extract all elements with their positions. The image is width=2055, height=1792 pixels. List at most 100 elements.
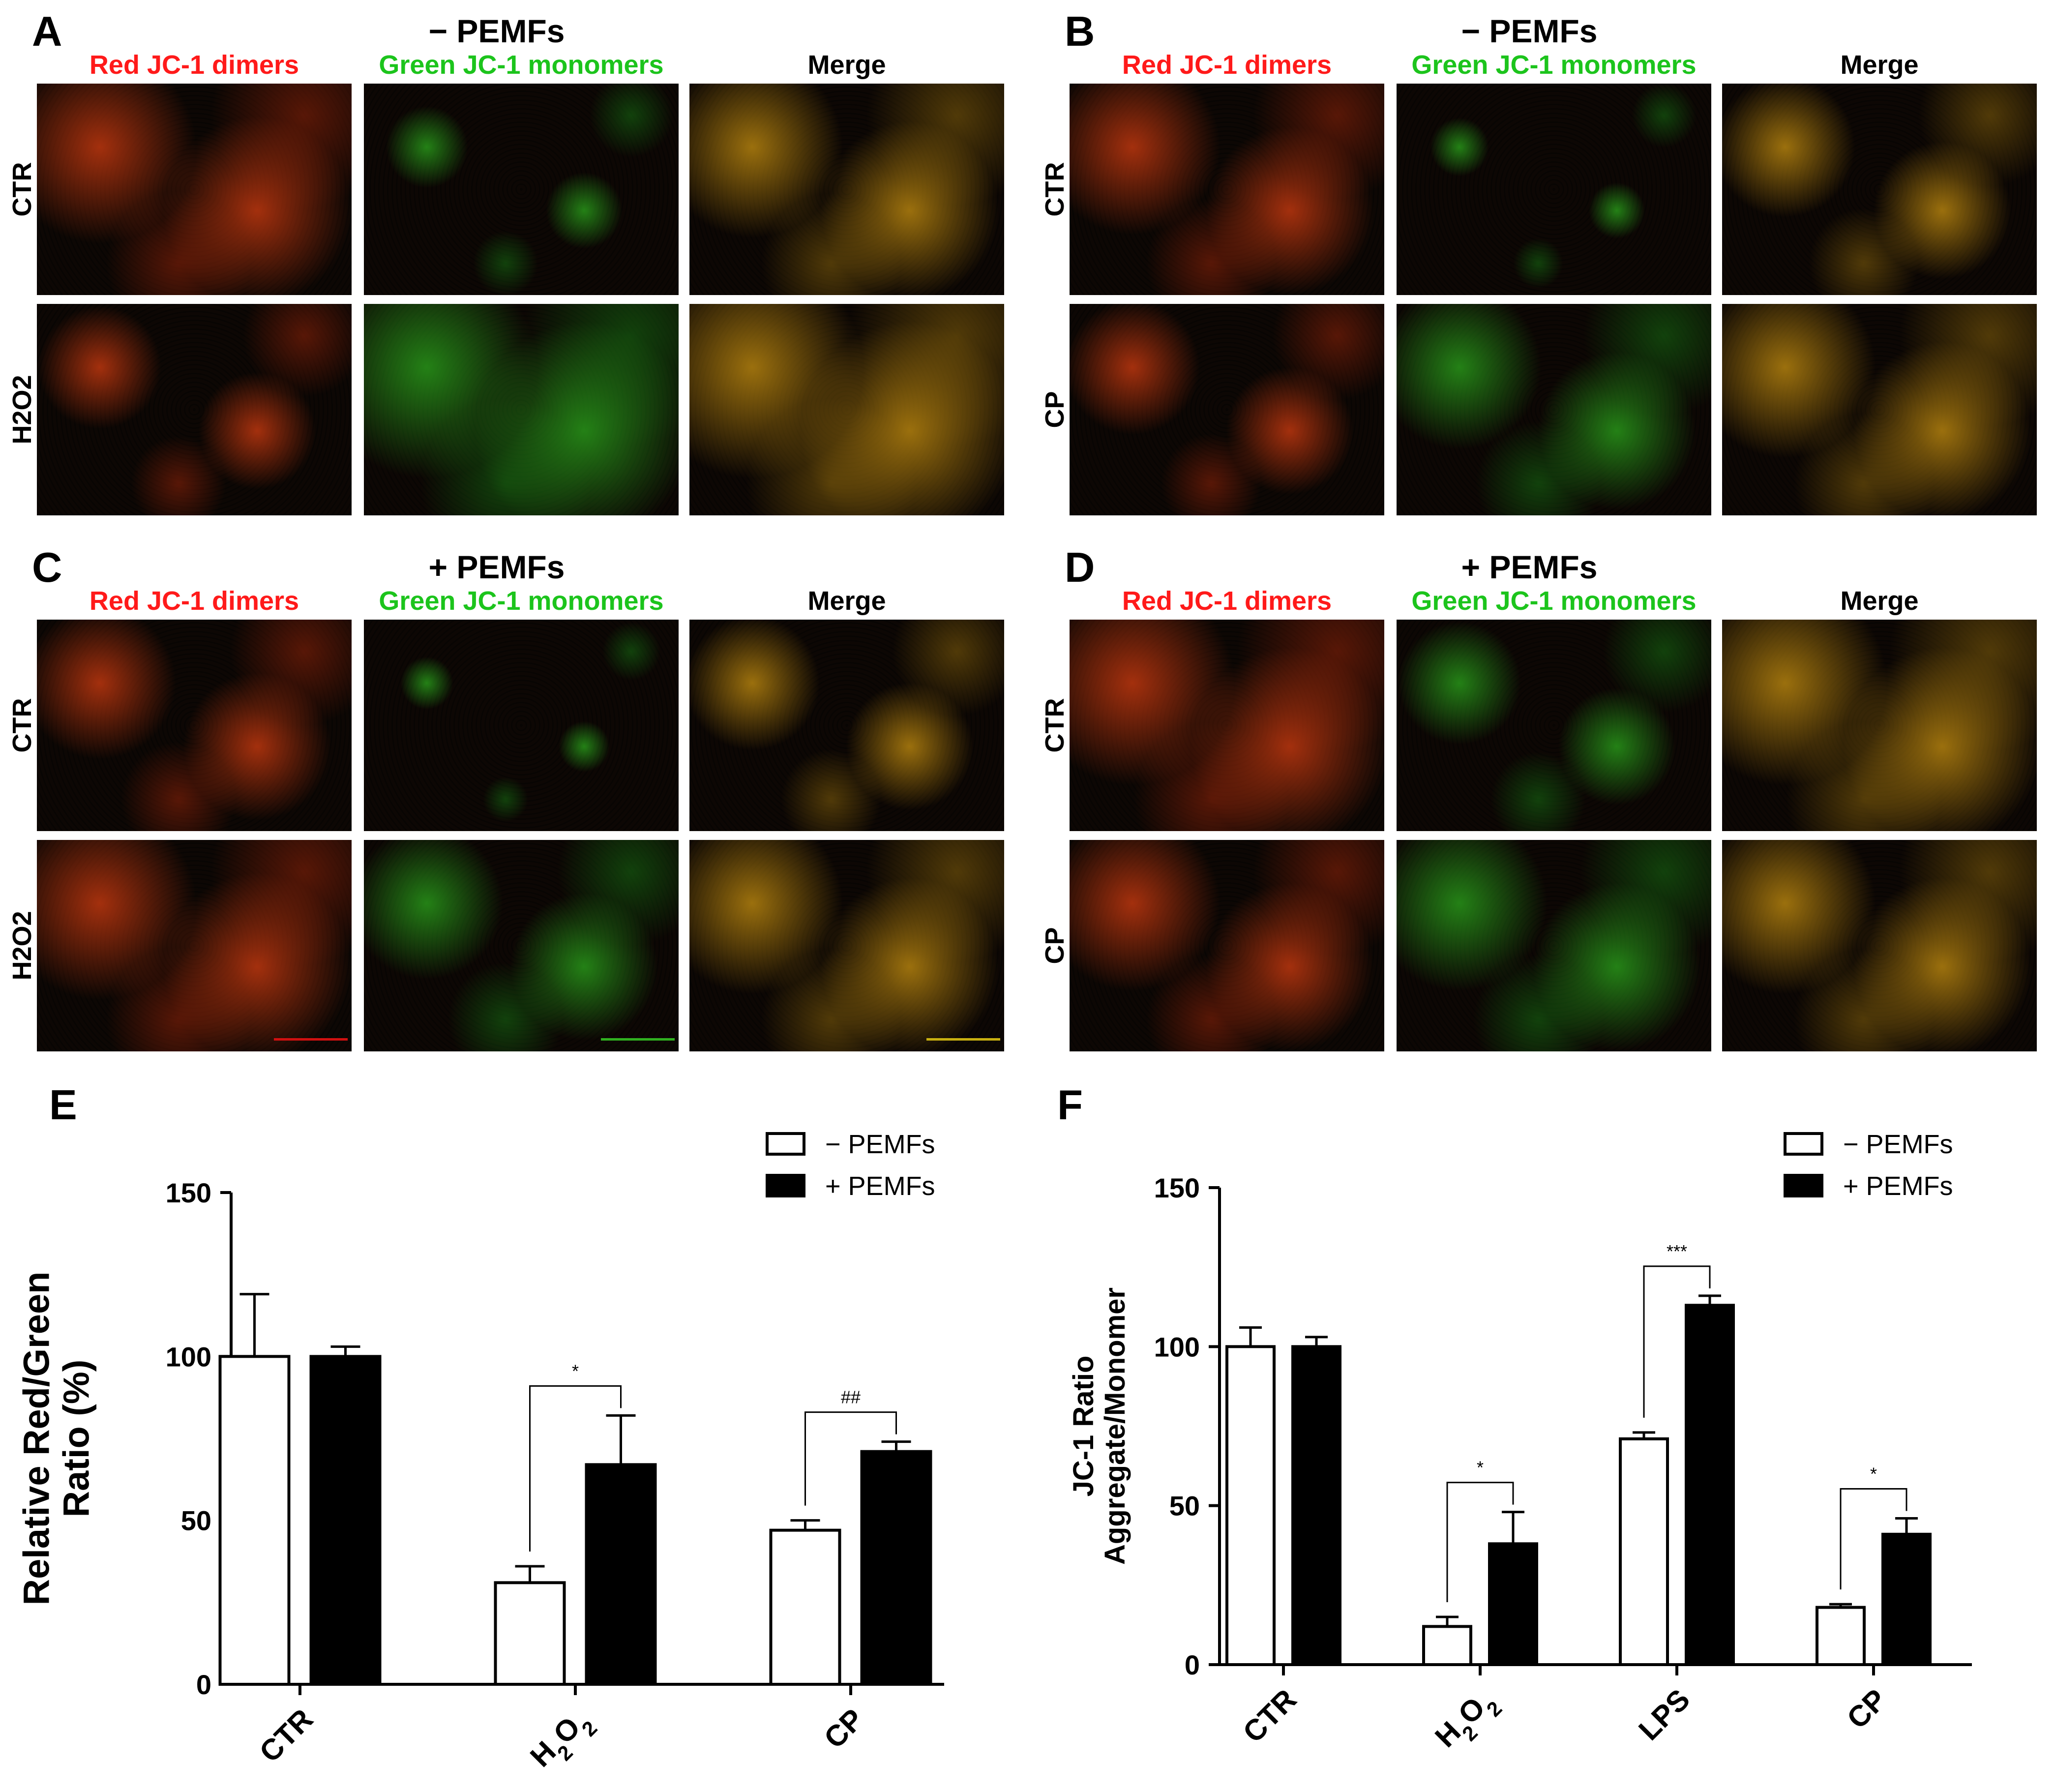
- y-tick-label: 100: [166, 1341, 211, 1372]
- significance-bracket: [529, 1385, 622, 1552]
- y-tick-label: 150: [166, 1177, 211, 1208]
- y-tick-label: 100: [1154, 1331, 1200, 1362]
- channel-label-red: Red JC-1 dimers: [89, 586, 299, 616]
- bar-plus-pemfs-h2o2: [1488, 1542, 1538, 1666]
- legend-swatch-minus-pemfs: [1784, 1132, 1823, 1156]
- micrograph-green-h2o2: [364, 304, 679, 515]
- legend-label-plus-pemfs: + PEMFs: [1843, 1171, 1953, 1201]
- chart-e-relative-red-green-ratio: 0 50 100 150 Relative Red/GreenRatio (%) CTR H…: [16, 1130, 944, 1780]
- bar-plus-pemfs-lps: [1685, 1304, 1735, 1666]
- legend-label-minus-pemfs: − PEMFs: [1843, 1130, 1953, 1159]
- y-tick-label: 0: [196, 1669, 211, 1700]
- micrograph-green-h2o2: [364, 840, 679, 1051]
- row-label-h2o2: H2O2: [7, 911, 37, 981]
- micrograph-green-ctr: [364, 84, 679, 295]
- panel-letter-f: F: [1057, 1082, 1083, 1129]
- bar-plus-pemfs-cp: [860, 1450, 932, 1686]
- condition-title: + PEMFs: [428, 549, 565, 585]
- micrograph-red-ctr: [1070, 84, 1384, 295]
- micrograph-merge-ctr: [1722, 620, 2037, 831]
- bar-plus-pemfs-cp: [1881, 1532, 1932, 1666]
- significance-marker: *: [1870, 1464, 1877, 1484]
- micrograph-merge-cp: [1722, 304, 2037, 515]
- channel-label-red: Red JC-1 dimers: [1122, 50, 1332, 80]
- legend-swatch-minus-pemfs: [766, 1132, 805, 1156]
- significance-bracket: [1840, 1488, 1907, 1590]
- micrograph-red-h2o2: [37, 840, 352, 1051]
- significance-bracket: [804, 1411, 897, 1506]
- panel-letter-d: D: [1065, 544, 1095, 591]
- y-tick-label: 50: [181, 1505, 211, 1536]
- scale-bar: [601, 1038, 675, 1041]
- bar-plus-pemfs-h2o2: [585, 1463, 657, 1686]
- row-label-ctr: CTR: [1040, 162, 1070, 217]
- bar-minus-pemfs-h2o2: [1422, 1625, 1472, 1667]
- condition-title: − PEMFs: [428, 13, 565, 49]
- micrograph-merge-cp: [1722, 840, 2037, 1051]
- channel-label-merge: Merge: [807, 586, 886, 616]
- legend-swatch-plus-pemfs: [766, 1174, 805, 1197]
- channel-label-red: Red JC-1 dimers: [89, 50, 299, 80]
- x-tick-label-lps: LPS: [1632, 1683, 1696, 1747]
- bar-plus-pemfs-ctr: [309, 1355, 382, 1686]
- bar-minus-pemfs-h2o2: [494, 1581, 566, 1686]
- row-label-cp: CP: [1040, 927, 1070, 964]
- y-axis-label: JC-1 RatioAggregate/Monomer: [1068, 1287, 1131, 1565]
- micrograph-merge-ctr: [1722, 84, 2037, 295]
- x-tick-label-cp: CP: [1841, 1683, 1893, 1735]
- bar-minus-pemfs-cp: [1816, 1606, 1866, 1666]
- micrograph-merge-ctr: [689, 620, 1004, 831]
- row-label-ctr: CTR: [7, 698, 37, 753]
- channel-label-green: Green JC-1 monomers: [379, 586, 664, 616]
- micrograph-green-ctr: [1397, 84, 1711, 295]
- bar-plus-pemfs-ctr: [1291, 1345, 1341, 1667]
- channel-label-red: Red JC-1 dimers: [1122, 586, 1332, 616]
- scale-bar: [274, 1038, 348, 1041]
- condition-title: − PEMFs: [1461, 13, 1598, 49]
- micrograph-red-cp: [1070, 304, 1384, 515]
- x-tick-label-ctr: CTR: [1237, 1683, 1303, 1749]
- significance-marker: *: [1477, 1458, 1484, 1478]
- panel-letter-b: B: [1065, 8, 1095, 55]
- channel-label-green: Green JC-1 monomers: [1411, 50, 1697, 80]
- row-label-ctr: CTR: [1040, 698, 1070, 753]
- x-tick-label-ctr: CTR: [253, 1702, 320, 1769]
- channel-label-green: Green JC-1 monomers: [379, 50, 664, 80]
- significance-bracket: [1446, 1482, 1514, 1602]
- y-tick-label: 50: [1169, 1491, 1200, 1522]
- legend-label-plus-pemfs: + PEMFs: [825, 1171, 935, 1201]
- micrograph-red-h2o2: [37, 304, 352, 515]
- channel-label-green: Green JC-1 monomers: [1411, 586, 1697, 616]
- legend-label-minus-pemfs: − PEMFs: [825, 1130, 935, 1159]
- significance-marker: ##: [841, 1387, 861, 1407]
- panel-letter-a: A: [32, 8, 62, 55]
- significance-marker: *: [572, 1361, 579, 1381]
- bar-minus-pemfs-ctr: [1225, 1345, 1276, 1667]
- significance-marker: ***: [1667, 1241, 1687, 1261]
- micrograph-green-cp: [1397, 840, 1711, 1051]
- channel-label-merge: Merge: [1840, 586, 1919, 616]
- row-label-h2o2: H2O2: [7, 375, 37, 445]
- micrograph-red-cp: [1070, 840, 1384, 1051]
- scale-bar: [926, 1038, 1000, 1041]
- micrograph-red-ctr: [37, 84, 352, 295]
- micrograph-red-ctr: [1070, 620, 1384, 831]
- row-label-cp: CP: [1040, 391, 1070, 428]
- y-tick-label: 0: [1185, 1649, 1200, 1680]
- channel-label-merge: Merge: [807, 50, 886, 80]
- bar-minus-pemfs-ctr: [218, 1355, 291, 1686]
- micrograph-merge-h2o2: [689, 304, 1004, 515]
- x-tick-label-h2o2: H2O2: [1429, 1683, 1506, 1761]
- chart-f-jc1-ratio: 0 50 100 150 JC-1 RatioAggregate/Monomer CTR H…: [1068, 1130, 1972, 1761]
- channel-label-merge: Merge: [1840, 50, 1919, 80]
- row-label-ctr: CTR: [7, 162, 37, 217]
- panel-letter-e: E: [49, 1082, 77, 1129]
- y-tick-label: 150: [1154, 1172, 1200, 1203]
- micrograph-merge-ctr: [689, 84, 1004, 295]
- significance-bracket: [1643, 1265, 1711, 1418]
- x-tick-label-cp: CP: [818, 1702, 870, 1755]
- bar-minus-pemfs-lps: [1619, 1437, 1669, 1666]
- micrograph-green-cp: [1397, 304, 1711, 515]
- micrograph-green-ctr: [1397, 620, 1711, 831]
- x-tick-label-h2o2: H2O2: [524, 1702, 601, 1780]
